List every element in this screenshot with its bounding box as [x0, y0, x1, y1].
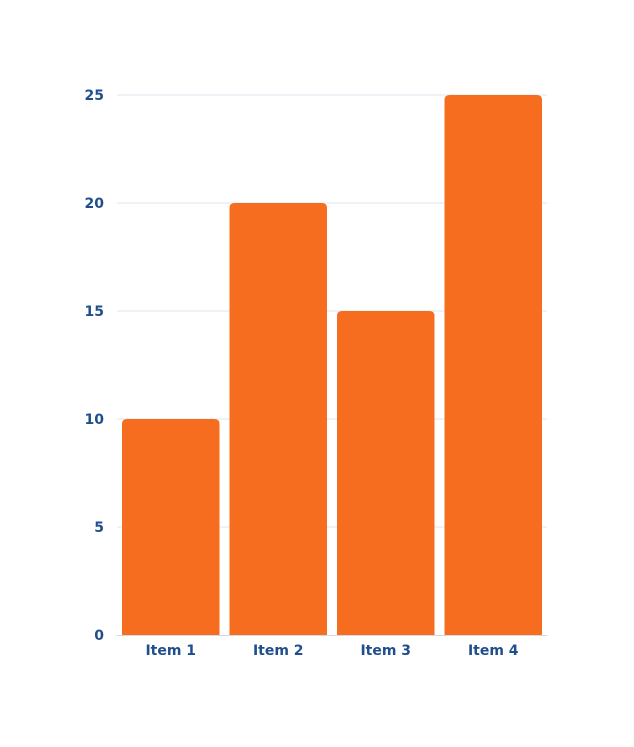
x-tick-label: Item 3: [360, 643, 411, 659]
y-tick-label: 5: [94, 520, 104, 536]
y-tick-label: 15: [85, 304, 104, 320]
y-axis-ticks: 0 5 10 15 20 25: [85, 88, 105, 644]
x-tick-label: Item 2: [253, 643, 304, 659]
bar-item-4: [444, 95, 542, 635]
y-tick-label: 10: [85, 412, 105, 428]
bar-item-2: [229, 203, 327, 635]
x-axis-ticks: Item 1 Item 2 Item 3 Item 4: [145, 643, 518, 659]
x-tick-label: Item 1: [145, 643, 196, 659]
bars: [122, 95, 542, 635]
y-tick-label: 0: [94, 628, 104, 644]
bar-item-1: [122, 419, 220, 635]
y-tick-label: 20: [85, 196, 105, 212]
bar-item-3: [337, 311, 435, 635]
y-tick-label: 25: [85, 88, 104, 104]
x-tick-label: Item 4: [468, 643, 519, 659]
